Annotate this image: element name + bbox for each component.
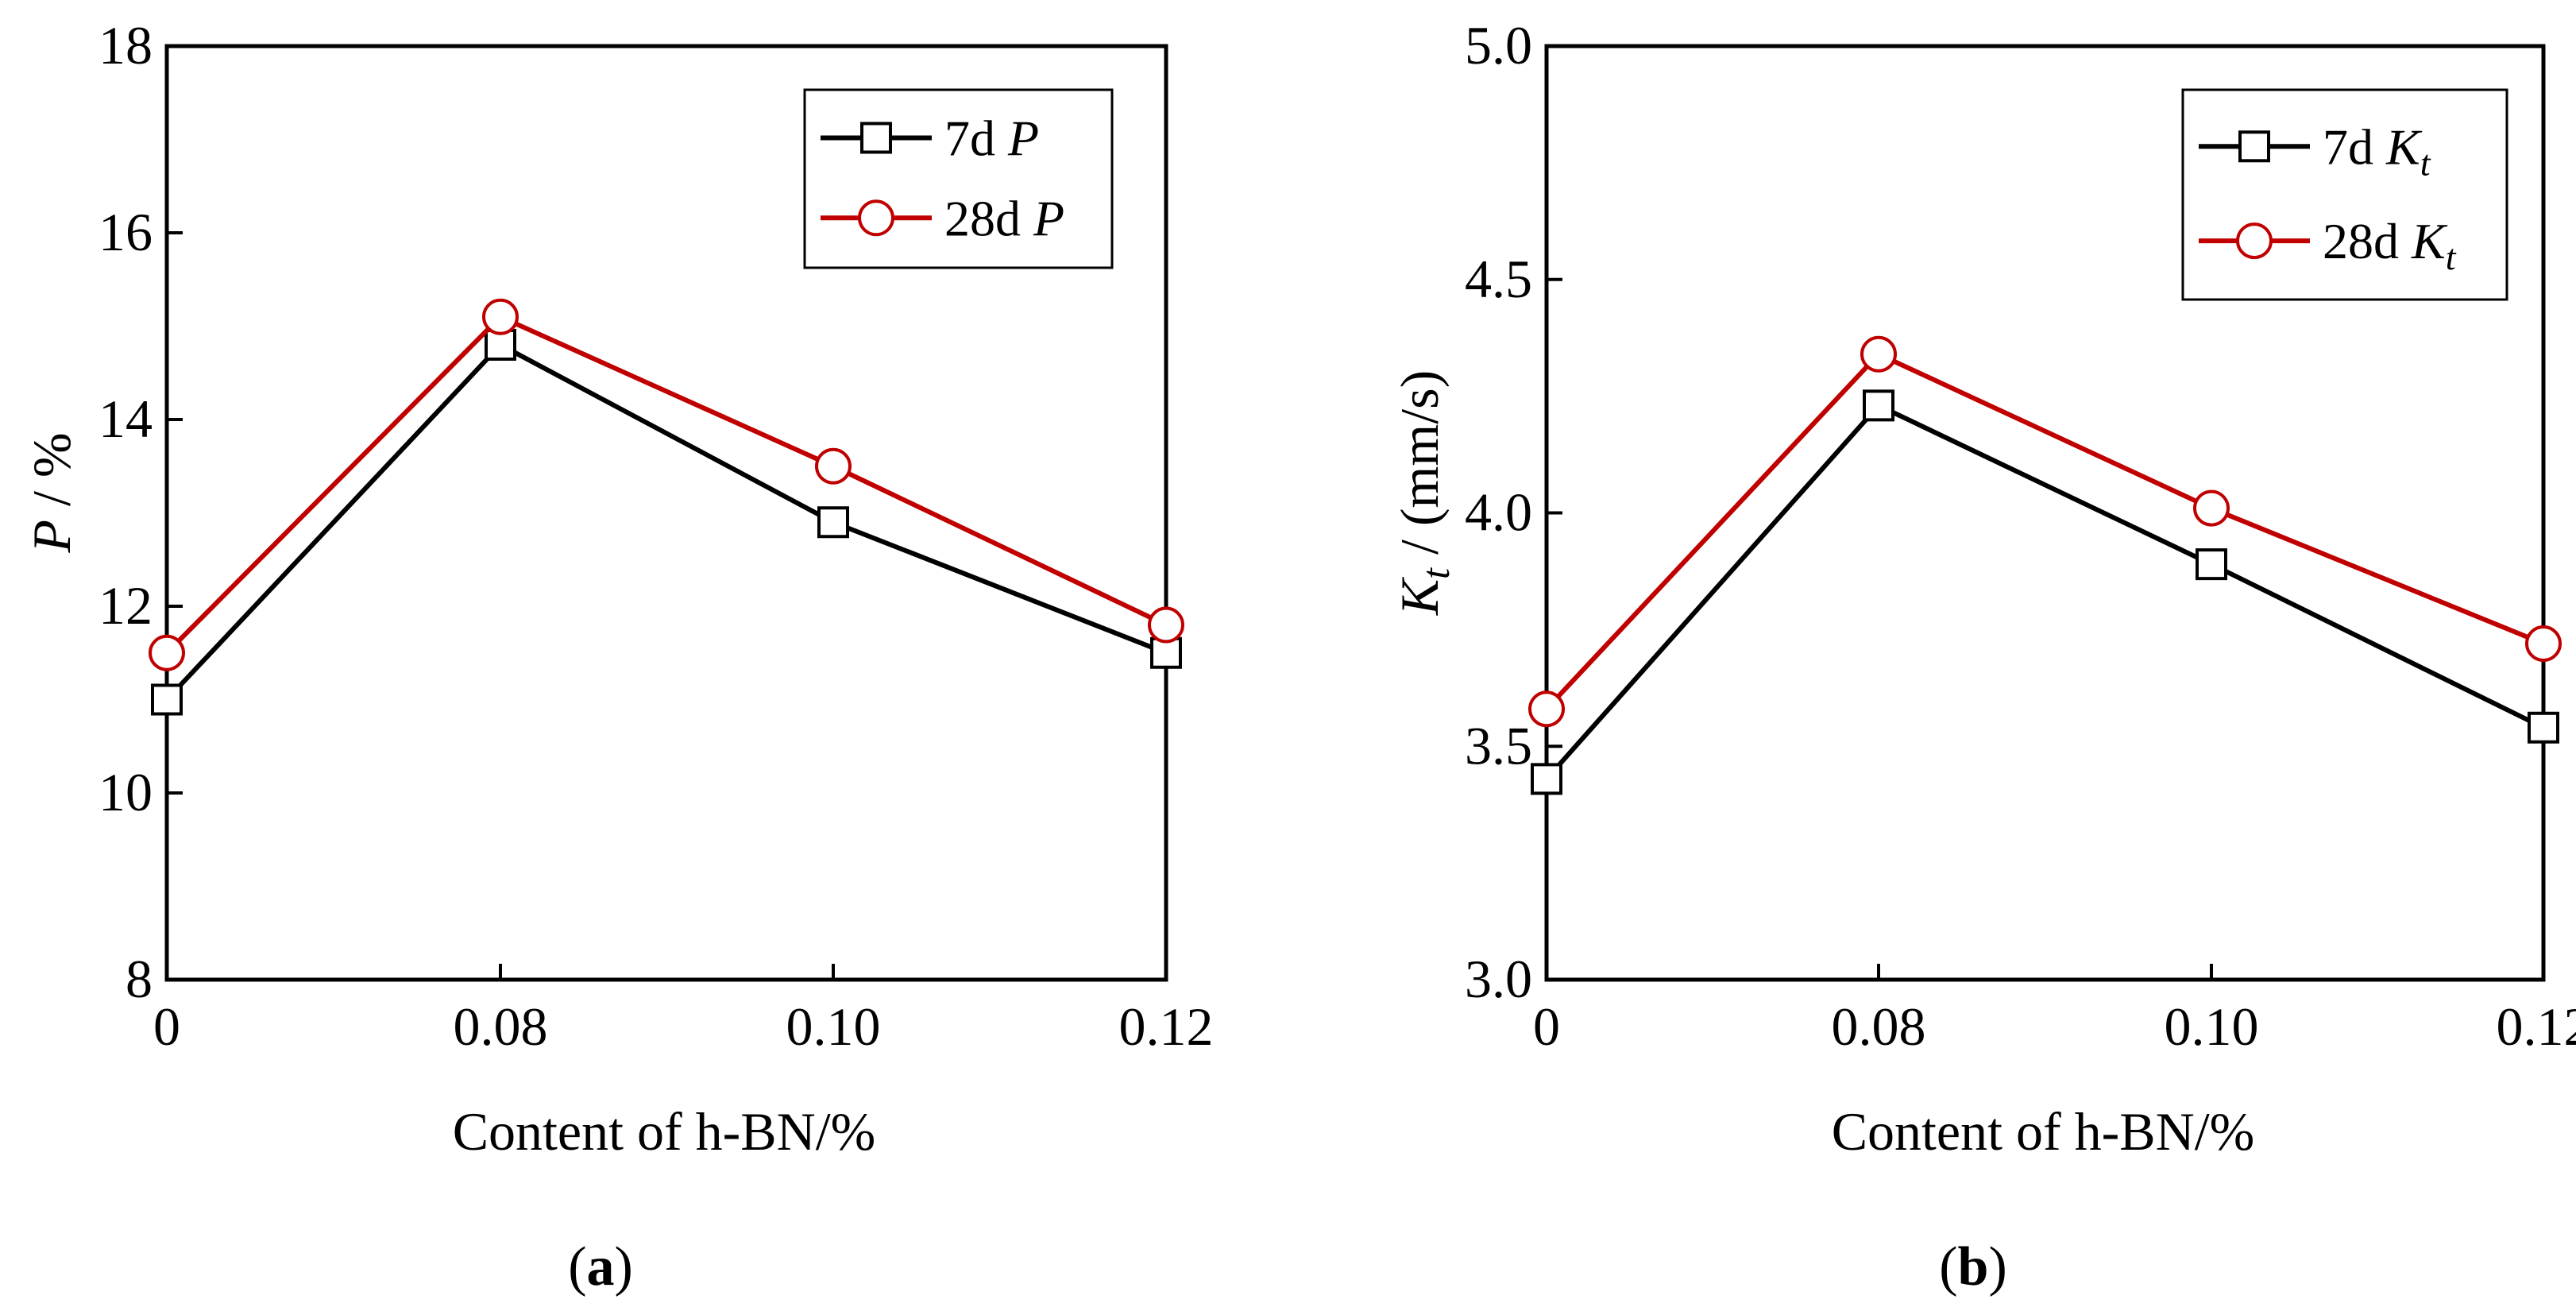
legend-marker-28d-a: [858, 199, 894, 237]
x-tick-label-b: 0.08: [1832, 996, 1926, 1057]
plot-frame-a: [164, 44, 1168, 982]
legend-box-b: [2181, 88, 2508, 301]
x-tick-label-b: 0.12: [2497, 996, 2576, 1057]
y-tick-label-b: 3.0: [1465, 949, 1532, 1009]
series-line-7d-b: [1544, 402, 2545, 781]
x-tick-label-b: 0: [1533, 996, 1560, 1057]
data-point-28d-a: [1148, 606, 1184, 644]
y-tick-label-a: 14: [98, 389, 153, 449]
data-point-7d-b: [1531, 763, 1562, 795]
y-axis-label-a: P / %: [21, 432, 82, 553]
panel-label-a: (a): [568, 1236, 633, 1297]
legend-label-7d-b: 7d Kt: [2323, 118, 2431, 183]
legend-label-28d-b: 28d Kt: [2323, 213, 2457, 277]
legend-box-a: [803, 88, 1114, 269]
data-point-28d-b: [1860, 335, 1897, 373]
data-point-7d-a: [485, 329, 516, 361]
x-tick-label-a: 0.08: [454, 996, 548, 1057]
legend-marker-7d-a: [860, 122, 892, 154]
legend-a: 7d P 28d P: [803, 88, 1114, 269]
data-point-7d-a: [151, 683, 183, 716]
x-tick-label-a: 0: [153, 996, 180, 1057]
y-tick-label-a: 16: [98, 202, 153, 262]
y-tick-label-a: 18: [98, 15, 153, 75]
data-point-7d-b: [2528, 711, 2559, 744]
series-line-28d-b: [1544, 351, 2545, 711]
legend-label-7d-a: 7d P: [944, 110, 1039, 166]
data-point-7d-a: [817, 506, 849, 539]
data-point-7d-b: [2196, 548, 2227, 581]
y-tick-label-b: 5.0: [1465, 15, 1532, 75]
legend-b: 7d Kt 28d Kt: [2181, 88, 2508, 301]
x-axis-label-a: Content of h-BN/%: [453, 1101, 876, 1162]
y-tick-label-a: 8: [126, 949, 153, 1009]
data-point-28d-a: [149, 634, 185, 671]
x-axis-label-b: Content of h-BN/%: [1832, 1101, 2255, 1162]
y-tick-label-b: 3.5: [1465, 715, 1532, 775]
y-tick-label-a: 12: [98, 575, 153, 636]
data-point-7d-b: [1863, 389, 1894, 422]
data-point-28d-b: [2193, 489, 2230, 527]
x-tick-label-b: 0.10: [2165, 996, 2259, 1057]
x-tick-label-a: 0.12: [1119, 996, 1214, 1057]
y-tick-label-b: 4.5: [1465, 249, 1532, 309]
data-point-28d-a: [482, 298, 519, 335]
y-tick-label-a: 10: [98, 762, 153, 822]
data-point-28d-b: [1528, 690, 1565, 728]
y-tick-label-b: 4.0: [1465, 482, 1532, 543]
plot-area-a: 8 10 12 14 16 18 0 0.08 0.10 0.12 7d P 28d P: [98, 15, 1214, 1057]
legend-marker-7d-b: [2238, 130, 2270, 163]
plot-area-b: 3.0 3.5 4.0 4.5 5.0 0 0.08 0.10 0.12 7d Kt 28d Kt: [1465, 15, 2576, 1057]
y-axis-label-b: Kt / (mm/s): [1389, 370, 1458, 617]
data-point-28d-b: [2525, 625, 2562, 662]
legend-label-28d-a: 28d P: [944, 190, 1064, 246]
data-point-28d-a: [815, 447, 852, 485]
series-line-7d-a: [164, 342, 1168, 702]
x-tick-label-a: 0.10: [786, 996, 881, 1057]
series-line-28d-a: [164, 314, 1168, 655]
chart-panel-a: 8 10 12 14 16 18 0 0.08 0.10 0.12 7d P 28d P Conten…: [21, 15, 1214, 1297]
legend-marker-28d-b: [2236, 222, 2273, 260]
panel-label-b: (b): [1939, 1236, 2007, 1297]
